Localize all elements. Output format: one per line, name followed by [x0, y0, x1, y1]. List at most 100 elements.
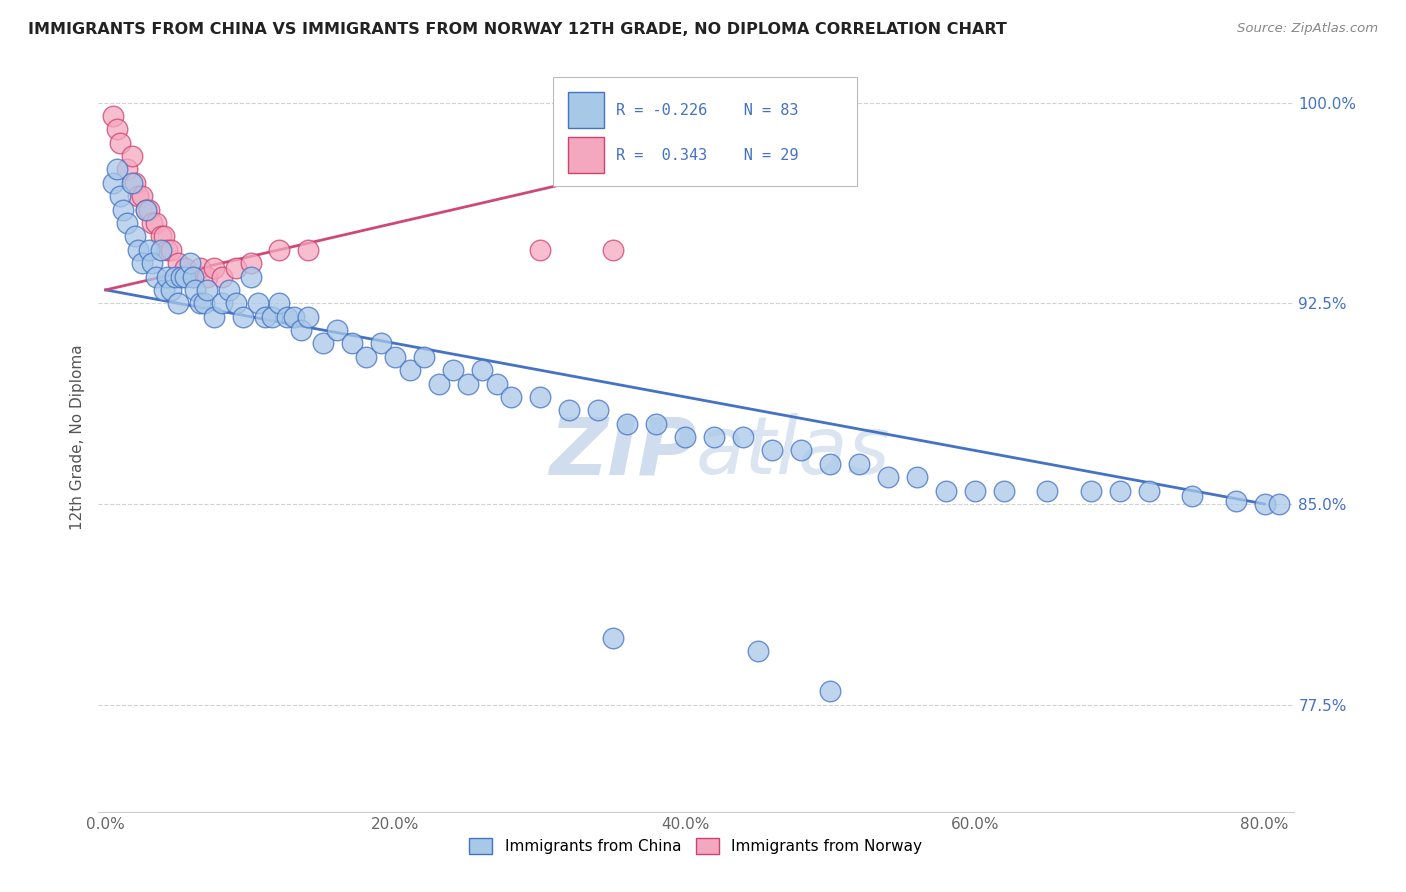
Point: [101, 109, 124, 123]
Point: [124, 176, 146, 190]
Point: [124, 229, 146, 244]
Point: [131, 256, 153, 270]
Point: [138, 243, 160, 257]
Point: [818, 457, 841, 471]
Point: [145, 269, 167, 284]
FancyBboxPatch shape: [553, 78, 858, 186]
Point: [818, 684, 841, 698]
Point: [135, 202, 157, 217]
Point: [471, 363, 494, 377]
Text: R = -0.226    N = 83: R = -0.226 N = 83: [616, 103, 799, 118]
Text: R =  0.343    N = 29: R = 0.343 N = 29: [616, 148, 799, 163]
Point: [761, 443, 783, 458]
Point: [135, 202, 157, 217]
Point: [105, 122, 128, 136]
Point: [413, 350, 436, 364]
Point: [747, 644, 769, 658]
Point: [312, 336, 335, 351]
Point: [427, 376, 450, 391]
Point: [356, 350, 378, 364]
Point: [149, 229, 172, 244]
Point: [193, 296, 215, 310]
Point: [188, 261, 211, 276]
Point: [138, 202, 160, 217]
Point: [731, 430, 754, 444]
Point: [225, 296, 247, 310]
Point: [160, 283, 183, 297]
Point: [155, 243, 177, 257]
Point: [121, 149, 143, 163]
Bar: [568, 137, 605, 173]
Point: [370, 336, 392, 351]
Point: [167, 296, 190, 310]
Point: [101, 176, 124, 190]
Point: [152, 283, 174, 297]
Point: [141, 216, 163, 230]
Point: [141, 256, 163, 270]
Point: [993, 483, 1015, 498]
Point: [645, 417, 668, 431]
Point: [181, 269, 204, 284]
Point: [155, 269, 177, 284]
Point: [269, 243, 291, 257]
Text: ZIP: ZIP: [548, 413, 696, 491]
Point: [184, 283, 207, 297]
Text: atlas: atlas: [696, 413, 891, 491]
Point: [269, 296, 291, 310]
Point: [877, 470, 900, 484]
Point: [602, 631, 624, 645]
Point: [181, 269, 204, 284]
Point: [165, 269, 187, 284]
Text: IMMIGRANTS FROM CHINA VS IMMIGRANTS FROM NORWAY 12TH GRADE, NO DIPLOMA CORRELATI: IMMIGRANTS FROM CHINA VS IMMIGRANTS FROM…: [28, 22, 1007, 37]
Point: [276, 310, 298, 324]
Point: [326, 323, 349, 337]
Point: [501, 390, 523, 404]
Point: [290, 323, 312, 337]
Point: [160, 243, 183, 257]
Point: [384, 350, 406, 364]
Point: [179, 256, 201, 270]
Point: [121, 176, 143, 190]
Point: [1253, 497, 1275, 511]
Point: [112, 202, 135, 217]
Point: [167, 256, 190, 270]
Point: [127, 189, 149, 203]
Point: [218, 283, 240, 297]
Point: [529, 243, 551, 257]
Point: [174, 261, 197, 276]
Point: [1225, 494, 1247, 508]
Point: [848, 457, 870, 471]
Point: [703, 430, 725, 444]
Point: [239, 256, 262, 270]
Point: [225, 261, 247, 276]
Bar: [568, 93, 605, 128]
Point: [558, 403, 581, 417]
Point: [529, 390, 551, 404]
Point: [195, 283, 218, 297]
Point: [246, 296, 269, 310]
Y-axis label: 12th Grade, No Diploma: 12th Grade, No Diploma: [69, 344, 84, 530]
Point: [117, 216, 139, 230]
Point: [211, 296, 233, 310]
Point: [211, 269, 233, 284]
Point: [586, 403, 609, 417]
Point: [202, 261, 225, 276]
Point: [127, 243, 149, 257]
Point: [131, 189, 153, 203]
Point: [1137, 483, 1160, 498]
Point: [602, 243, 624, 257]
Point: [1080, 483, 1102, 498]
Point: [283, 310, 305, 324]
Point: [145, 216, 167, 230]
Point: [108, 189, 131, 203]
Point: [1181, 489, 1204, 503]
Point: [105, 162, 128, 177]
Point: [195, 269, 218, 284]
Point: [457, 376, 479, 391]
Point: [1268, 497, 1291, 511]
Point: [963, 483, 986, 498]
Legend: Immigrants from China, Immigrants from Norway: Immigrants from China, Immigrants from N…: [464, 832, 928, 860]
Point: [170, 269, 193, 284]
Point: [616, 417, 638, 431]
Point: [297, 310, 319, 324]
